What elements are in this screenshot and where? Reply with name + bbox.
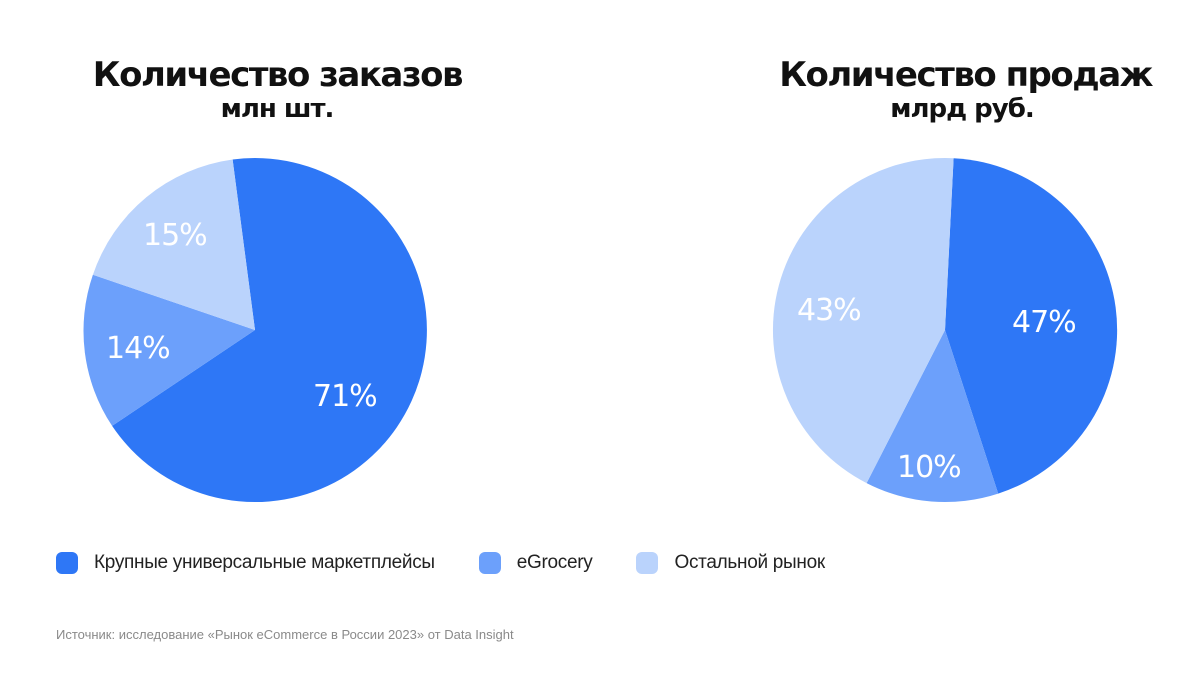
sales-label-other: 43% bbox=[797, 293, 861, 328]
legend-item-other: Остальной рынок bbox=[636, 552, 825, 574]
sales-slice-marketplaces bbox=[945, 158, 1118, 494]
orders-label-marketplaces: 71% bbox=[313, 379, 377, 414]
legend-item-egrocery: eGrocery bbox=[478, 552, 593, 574]
orders-slice-marketplaces bbox=[112, 158, 427, 503]
source-note: Источник: исследование «Рынок eCommerce … bbox=[56, 627, 514, 642]
orders-title: Количество заказов bbox=[92, 55, 464, 95]
orders-label-egrocery: 14% bbox=[106, 331, 170, 366]
orders-subtitle: млн шт. bbox=[220, 94, 335, 124]
legend-swatch-other bbox=[636, 552, 659, 574]
sales-chart-title: Количество продаж млрд руб. bbox=[742, 55, 1153, 124]
sales-slice-egrocery bbox=[866, 330, 999, 503]
sales-slice-other bbox=[772, 157, 954, 484]
sales-pie-chart: 47% 10% 43% bbox=[772, 157, 1118, 503]
sales-label-marketplaces: 47% bbox=[1012, 305, 1076, 340]
legend-label-marketplaces: Крупные универсальные маркетплейсы bbox=[94, 552, 435, 573]
legend-swatch-egrocery bbox=[478, 552, 501, 574]
orders-slice-egrocery bbox=[83, 274, 255, 426]
orders-chart-title: Количество заказов млн шт. bbox=[52, 55, 464, 124]
sales-title: Количество продаж bbox=[779, 55, 1153, 95]
orders-label-other: 15% bbox=[143, 218, 207, 253]
sales-label-egrocery: 10% bbox=[897, 450, 961, 485]
orders-pie-chart: 71% 14% 15% bbox=[83, 158, 427, 503]
legend-item-marketplaces: Крупные универсальные маркетплейсы bbox=[56, 552, 435, 574]
legend-label-other: Остальной рынок bbox=[674, 552, 825, 573]
legend-label-egrocery: eGrocery bbox=[516, 552, 593, 573]
chart-legend: Крупные универсальные маркетплейсы eGroc… bbox=[56, 552, 869, 574]
legend-swatch-marketplaces bbox=[56, 552, 78, 574]
orders-slice-other bbox=[92, 159, 256, 330]
sales-subtitle: млрд руб. bbox=[890, 94, 1035, 124]
